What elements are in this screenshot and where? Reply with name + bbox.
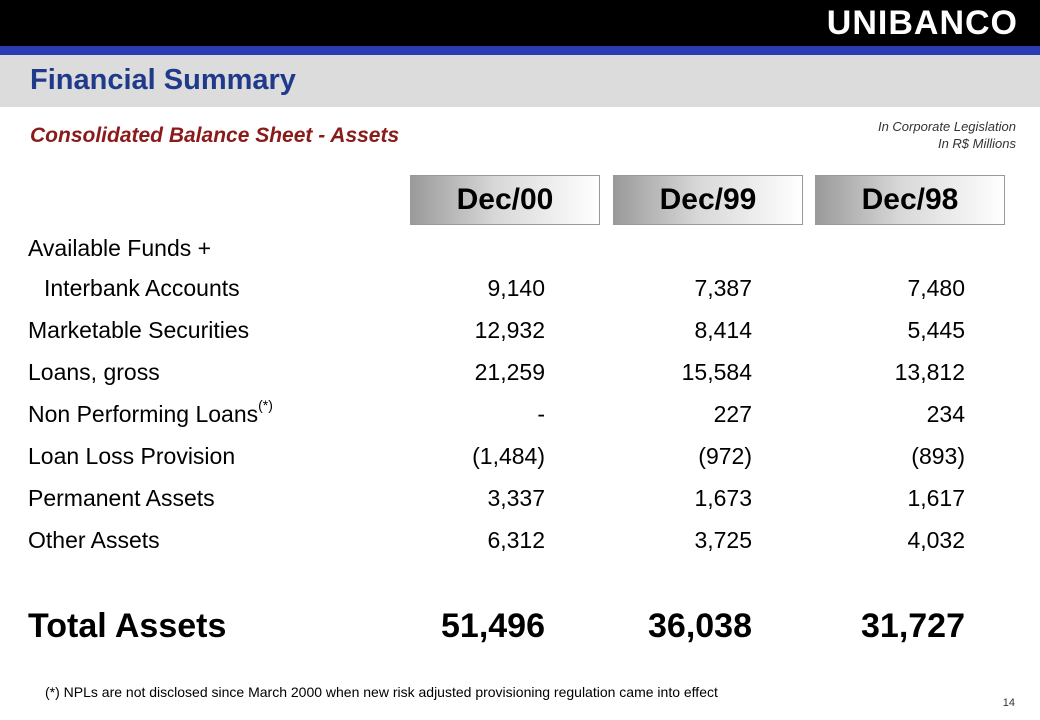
row-label-text: Non Performing Loans — [28, 401, 259, 427]
cell-value: 9,140 — [487, 275, 545, 301]
section-subtitle: Consolidated Balance Sheet - Assets — [30, 124, 400, 147]
row-label: Loan Loss Provision — [28, 443, 236, 469]
cell-value: (1,484) — [472, 443, 545, 469]
row-label: Available Funds + — [28, 235, 212, 261]
footnote: (*) NPLs are not disclosed since March 2… — [45, 684, 718, 700]
total-label: Total Assets — [28, 607, 227, 645]
page-title: Financial Summary — [30, 64, 296, 96]
cell-value: 227 — [713, 401, 752, 427]
row-label: Other Assets — [28, 527, 160, 553]
top-bar: UNIBANCO — [0, 0, 1040, 46]
currency-note: In R$ Millions — [937, 136, 1016, 151]
footnote-marker: (*) — [258, 397, 273, 413]
accent-stripe — [0, 46, 1040, 55]
total-value: 31,727 — [861, 607, 965, 645]
column-header-dec99: Dec/99 — [613, 175, 803, 225]
column-header-dec00: Dec/00 — [410, 175, 600, 225]
cell-value: 8,414 — [694, 317, 752, 343]
page-number: 14 — [1002, 697, 1015, 709]
total-value: 51,496 — [441, 607, 545, 645]
cell-value: 6,312 — [487, 527, 545, 553]
row-label: Interbank Accounts — [44, 275, 240, 301]
unibanco-logo: UNIBANCO — [826, 4, 1018, 42]
row-label: Marketable Securities — [28, 317, 250, 343]
cell-value: 7,387 — [694, 275, 752, 301]
cell-value: 1,673 — [694, 485, 752, 511]
cell-value: 5,445 — [907, 317, 965, 343]
cell-value: (893) — [911, 443, 965, 469]
cell-value: 15,584 — [681, 359, 752, 385]
title-band — [0, 55, 1040, 107]
cell-value: 21,259 — [474, 359, 545, 385]
cell-value: 3,337 — [487, 485, 545, 511]
legislation-note: In Corporate Legislation — [877, 119, 1016, 134]
cell-value: 1,617 — [907, 485, 965, 511]
cell-value: 234 — [926, 401, 965, 427]
column-header-dec98: Dec/98 — [815, 175, 1005, 225]
row-label: Permanent Assets — [28, 485, 215, 511]
row-label: Non Performing Loans(*) — [28, 397, 273, 428]
cell-value: (972) — [698, 443, 752, 469]
cell-value: 4,032 — [907, 527, 965, 553]
cell-value: 13,812 — [894, 359, 965, 385]
total-value: 36,038 — [648, 607, 752, 645]
cell-value: - — [537, 401, 545, 427]
cell-value: 7,480 — [907, 275, 965, 301]
row-label: Loans, gross — [28, 359, 160, 385]
cell-value: 12,932 — [474, 317, 545, 343]
cell-value: 3,725 — [694, 527, 752, 553]
